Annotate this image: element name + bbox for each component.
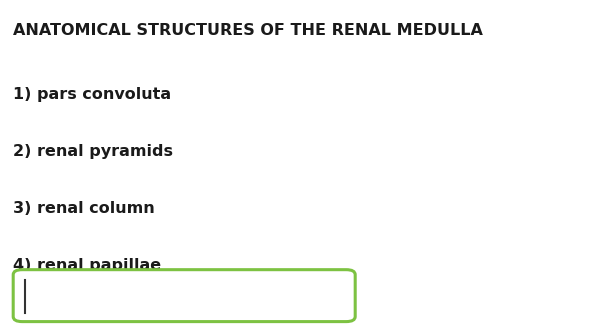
Text: ANATOMICAL STRUCTURES OF THE RENAL MEDULLA: ANATOMICAL STRUCTURES OF THE RENAL MEDUL… [13,23,483,39]
FancyBboxPatch shape [13,270,355,322]
Text: 1) pars convoluta: 1) pars convoluta [13,87,172,102]
Text: 3) renal column: 3) renal column [13,201,155,216]
Text: 4) renal papillae: 4) renal papillae [13,258,161,273]
Text: 2) renal pyramids: 2) renal pyramids [13,144,173,159]
